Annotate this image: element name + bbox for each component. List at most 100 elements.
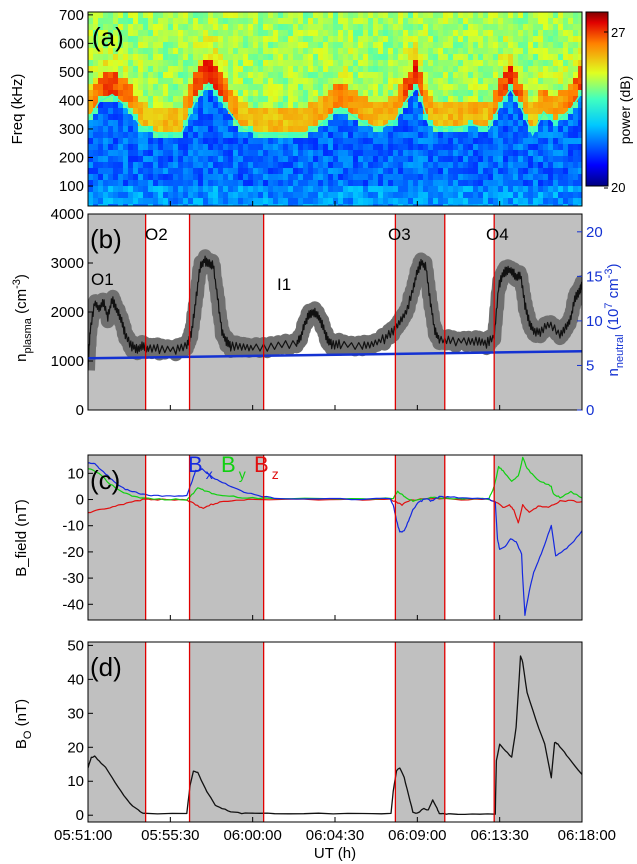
heatmap-cell xyxy=(168,24,174,31)
heatmap-cell xyxy=(343,150,349,157)
heatmap-cell xyxy=(303,192,309,199)
heatmap-cell xyxy=(328,66,334,73)
heatmap-cell xyxy=(493,36,499,43)
heatmap-cell xyxy=(113,162,119,169)
heatmap-cell xyxy=(303,114,309,121)
heatmap-cell xyxy=(203,204,209,206)
heatmap-cell xyxy=(523,192,529,199)
heatmap-cell xyxy=(418,24,424,31)
heatmap-cell xyxy=(513,24,519,31)
heatmap-cell xyxy=(438,174,444,181)
heatmap-cell xyxy=(318,60,324,67)
heatmap-cell xyxy=(93,60,99,67)
heatmap-cell xyxy=(113,30,119,37)
heatmap-cell xyxy=(353,102,359,109)
heatmap-cell xyxy=(163,12,169,19)
heatmap-cell xyxy=(458,30,464,37)
heatmap-cell xyxy=(393,24,399,31)
heatmap-cell xyxy=(263,66,269,73)
heatmap-cell xyxy=(178,72,184,79)
heatmap-cell xyxy=(483,150,489,157)
heatmap-cell xyxy=(478,204,484,206)
heatmap-cell xyxy=(378,192,384,199)
heatmap-cell xyxy=(138,192,144,199)
heatmap-cell xyxy=(458,120,464,127)
heatmap-cell xyxy=(378,138,384,145)
heatmap-cell xyxy=(448,12,454,19)
heatmap-cell xyxy=(333,114,339,121)
heatmap-cell xyxy=(313,126,319,133)
heatmap-cell xyxy=(268,150,274,157)
heatmap-cell xyxy=(483,78,489,85)
heatmap-cell xyxy=(193,114,199,121)
heatmap-cell xyxy=(133,120,139,127)
heatmap-cell xyxy=(388,132,394,139)
heatmap-cell xyxy=(303,90,309,97)
heatmap-cell xyxy=(123,150,129,157)
heatmap-cell xyxy=(398,90,404,97)
heatmap-cell xyxy=(298,36,304,43)
heatmap-cell xyxy=(348,18,354,25)
heatmap-cell xyxy=(473,186,479,193)
heatmap-cell xyxy=(348,96,354,103)
heatmap-cell xyxy=(138,150,144,157)
heatmap-cell xyxy=(423,180,429,187)
heatmap-cell xyxy=(238,12,244,19)
heatmap-cell xyxy=(553,66,559,73)
heatmap-cell xyxy=(248,42,254,49)
heatmap-cell xyxy=(158,72,164,79)
heatmap-cell xyxy=(308,186,314,193)
heatmap-cell xyxy=(573,108,579,115)
heatmap-cell xyxy=(543,96,549,103)
heatmap-cell xyxy=(153,30,159,37)
heatmap-cell xyxy=(203,18,209,25)
heatmap-cell xyxy=(233,78,239,85)
heatmap-cell xyxy=(398,168,404,175)
heatmap-cell xyxy=(423,162,429,169)
heatmap-cell xyxy=(298,120,304,127)
heatmap-cell xyxy=(388,12,394,19)
heatmap-cell xyxy=(293,24,299,31)
heatmap-cell xyxy=(443,180,449,187)
heatmap-cell xyxy=(433,36,439,43)
heatmap-cell xyxy=(98,30,104,37)
heatmap-cell xyxy=(98,42,104,49)
ytick-label: 10 xyxy=(67,773,84,790)
heatmap-cell xyxy=(348,78,354,85)
heatmap-cell xyxy=(478,96,484,103)
heatmap-cell xyxy=(283,144,289,151)
heatmap-cell xyxy=(183,156,189,163)
heatmap-cell xyxy=(468,126,474,133)
heatmap-cell xyxy=(193,48,199,55)
heatmap-cell xyxy=(573,144,579,151)
heatmap-cell xyxy=(188,18,194,25)
heatmap-cell xyxy=(548,78,554,85)
heatmap-cell xyxy=(513,120,519,127)
heatmap-cell xyxy=(228,204,234,206)
heatmap-cell xyxy=(293,150,299,157)
heatmap-cell xyxy=(353,48,359,55)
heatmap-cell xyxy=(393,54,399,61)
heatmap-cell xyxy=(388,48,394,55)
heatmap-cell xyxy=(258,150,264,157)
heatmap-cell xyxy=(463,42,469,49)
heatmap-cell xyxy=(98,78,104,85)
heatmap-cell xyxy=(578,132,582,139)
heatmap-cell xyxy=(373,138,379,145)
heatmap-cell xyxy=(543,108,549,115)
heatmap-cell xyxy=(393,168,399,175)
heatmap-cell xyxy=(293,42,299,49)
heatmap-cell xyxy=(263,138,269,145)
heatmap-cell xyxy=(503,150,509,157)
heatmap-cell xyxy=(298,126,304,133)
heatmap-cell xyxy=(253,114,259,121)
heatmap-cell xyxy=(193,12,199,19)
heatmap-cell xyxy=(253,192,259,199)
heatmap-cell xyxy=(253,126,259,133)
heatmap-cell xyxy=(193,150,199,157)
heatmap-cell xyxy=(368,90,374,97)
heatmap-cell xyxy=(348,120,354,127)
heatmap-cell xyxy=(573,138,579,145)
heatmap-cell xyxy=(453,108,459,115)
